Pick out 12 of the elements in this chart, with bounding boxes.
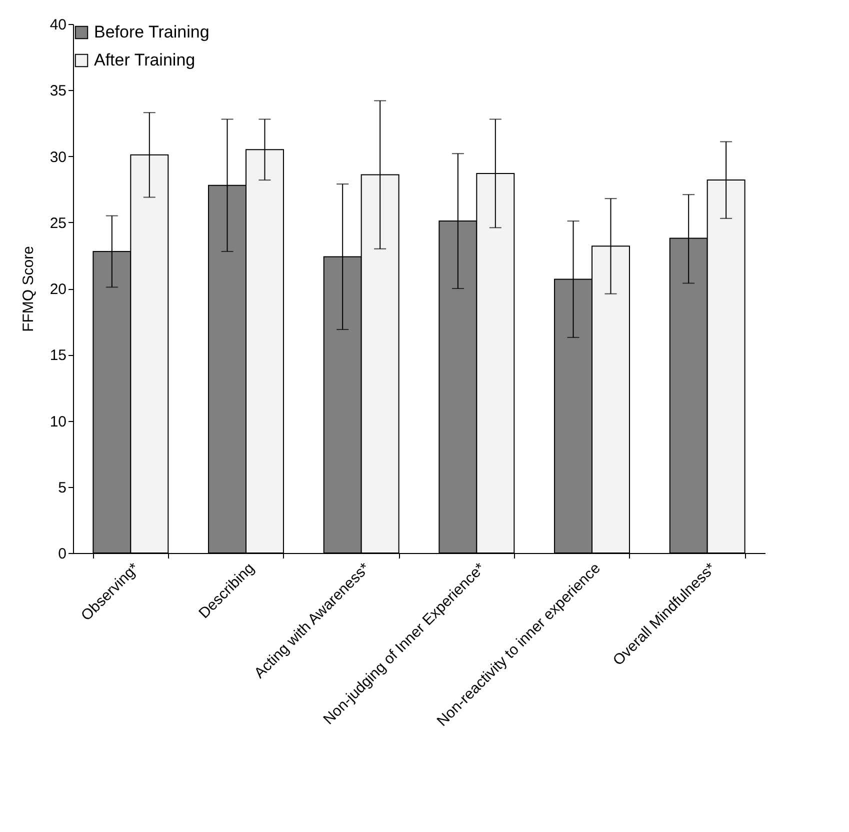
y-axis-title: FFMQ Score <box>20 246 37 332</box>
y-tick-label: 30 <box>50 148 66 166</box>
y-tick-label: 5 <box>58 479 66 496</box>
y-tick-label: 20 <box>50 281 66 298</box>
y-tick-label: 10 <box>50 413 66 430</box>
legend-label: After Training <box>94 50 196 70</box>
y-tick-label: 0 <box>58 546 66 562</box>
y-tick-label: 15 <box>50 347 66 364</box>
legend-label: Before Training <box>94 22 210 42</box>
y-tick-label: 35 <box>50 82 66 100</box>
y-tick-label: 25 <box>50 214 66 232</box>
y-tick-label: 40 <box>50 16 66 34</box>
